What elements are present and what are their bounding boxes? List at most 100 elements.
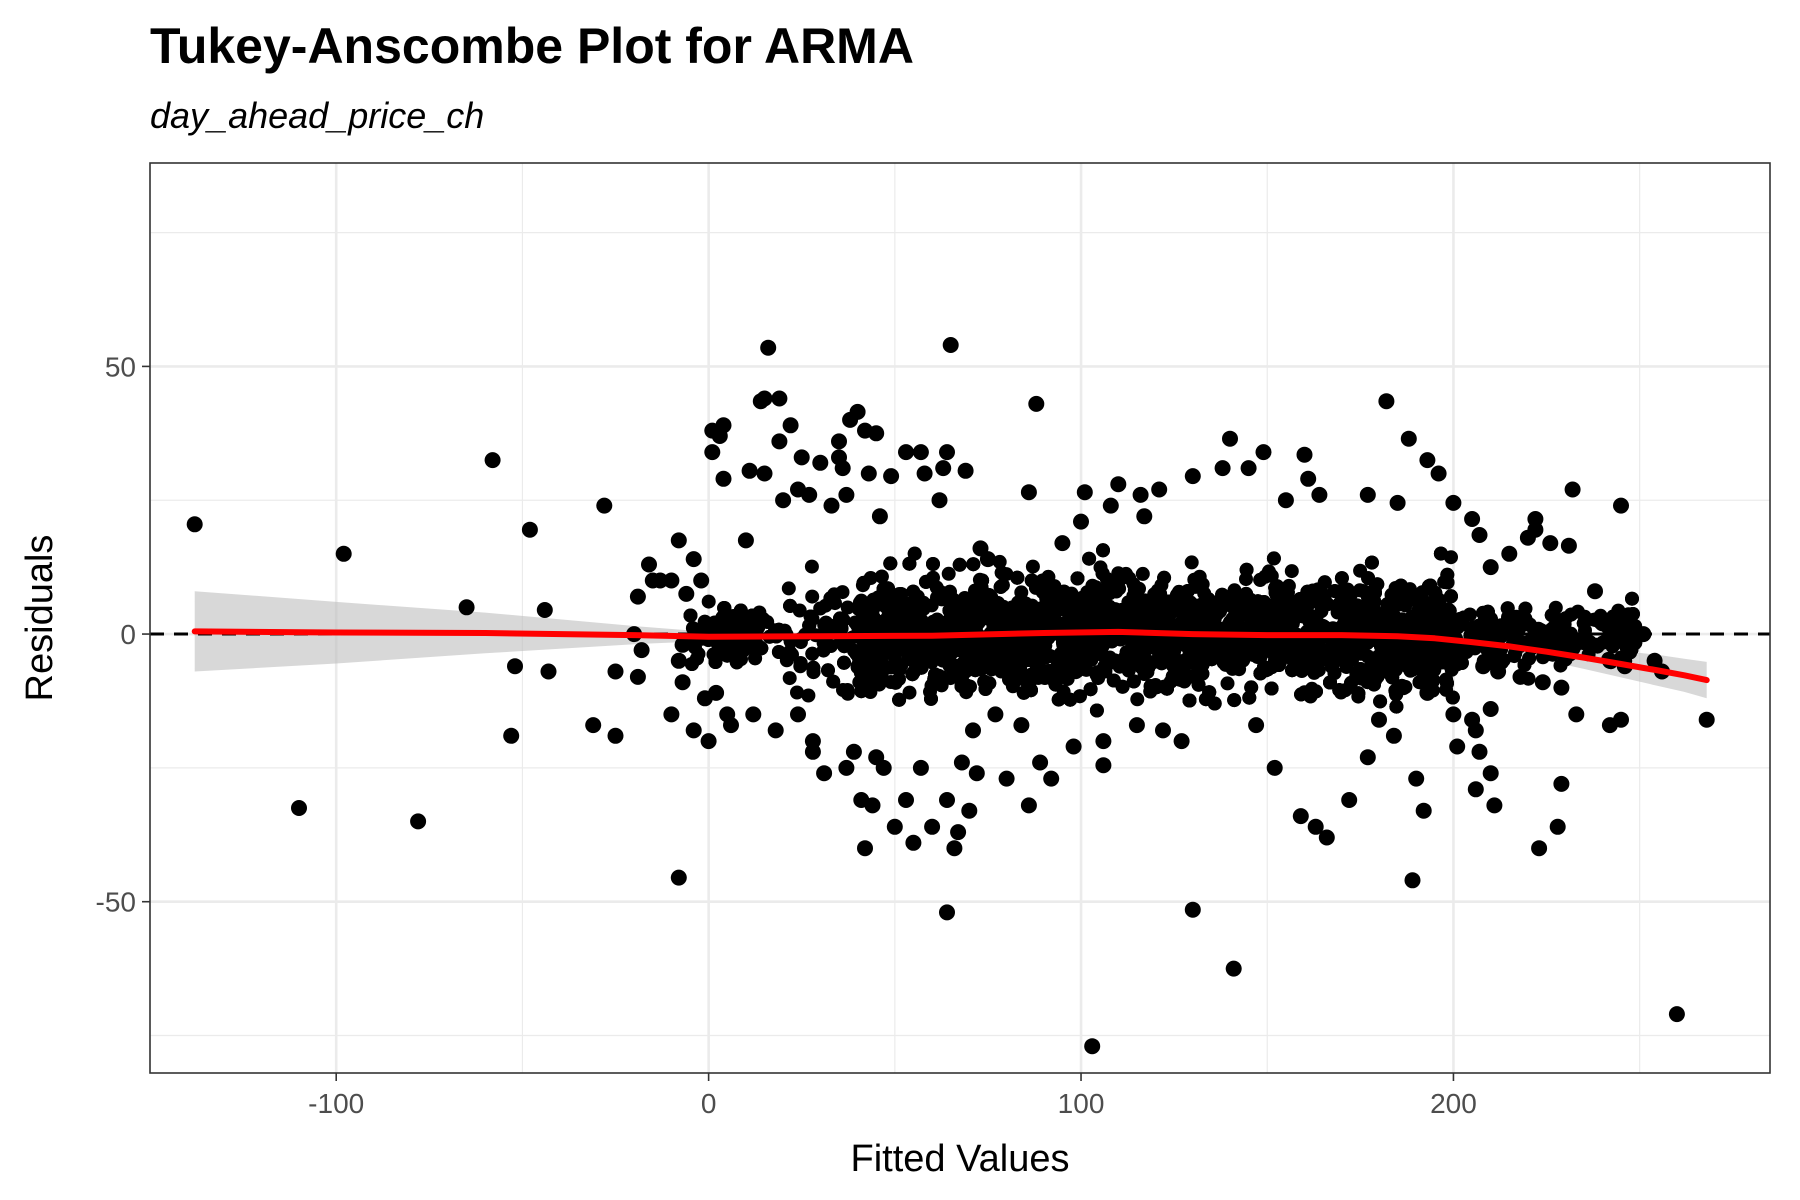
scatter-point [1004, 617, 1019, 632]
scatter-point [1149, 680, 1164, 695]
scatter-point [741, 462, 758, 479]
scatter-point [1082, 551, 1097, 566]
scatter-point [898, 792, 914, 808]
scatter-point [1277, 492, 1294, 509]
scatter-point [1605, 610, 1622, 626]
y-tick-label: 0 [120, 619, 136, 650]
scatter-point [1126, 674, 1141, 689]
scatter-point [1361, 571, 1376, 586]
scatter-point [1174, 657, 1189, 672]
scatter-point [1069, 592, 1084, 607]
chart-subtitle: day_ahead_price_ch [150, 95, 484, 136]
scatter-point [1235, 636, 1250, 651]
scatter-point [1440, 567, 1455, 582]
scatter-point [1560, 537, 1577, 554]
confidence-band [194, 591, 1707, 699]
scatter-point [1400, 430, 1417, 447]
scatter-point [806, 660, 821, 675]
scatter-point [1433, 546, 1448, 561]
scatter-point [822, 638, 837, 653]
scatter-point [875, 639, 890, 654]
scatter-point [1467, 781, 1484, 798]
scatter-point [1126, 577, 1141, 592]
scatter-point [674, 636, 691, 653]
scatter-point [866, 592, 881, 607]
scatter-point [728, 619, 743, 634]
scatter-point [1048, 588, 1063, 602]
scatter-point [1534, 674, 1551, 691]
scatter-point [1360, 649, 1375, 664]
scatter-point [1028, 395, 1045, 412]
scatter-point [993, 579, 1008, 594]
x-axis: -100 0 100 200 [308, 1073, 1477, 1119]
scatter-point [1151, 481, 1168, 498]
scatter-point [1021, 633, 1036, 647]
scatter-point [888, 606, 903, 621]
scatter-point [834, 460, 851, 477]
scatter-point [1351, 686, 1366, 701]
scatter-point [1410, 622, 1425, 637]
scatter-point [906, 584, 921, 599]
scatter-point [804, 733, 821, 750]
scatter-point [596, 497, 613, 514]
scatter-point [1047, 674, 1062, 689]
scatter-point [1453, 653, 1468, 668]
scatter-point [1073, 513, 1089, 530]
scatter-point [1014, 585, 1029, 600]
scatter-point [715, 417, 732, 434]
scatter-point [1327, 584, 1342, 599]
scatter-point [1393, 578, 1408, 593]
scatter-point [1172, 585, 1187, 600]
scatter-point [1083, 682, 1098, 697]
scatter-point [1173, 672, 1188, 687]
scatter-point [685, 722, 702, 739]
scatter-point [1025, 559, 1040, 574]
scatter-point [1184, 901, 1201, 918]
scatter-point [912, 759, 929, 776]
scatter-point [1151, 641, 1165, 656]
scatter-point [781, 581, 796, 596]
scatter-point [926, 557, 940, 571]
scatter-point [1024, 573, 1039, 588]
scatter-point [410, 813, 427, 830]
scatter-point [670, 869, 687, 886]
scatter-point [1455, 617, 1470, 632]
scatter-point [888, 675, 903, 690]
scatter-point [1314, 593, 1329, 607]
scatter-point [1005, 658, 1020, 673]
scatter-point [953, 596, 968, 611]
y-axis-title: Residuals [19, 535, 61, 702]
scatter-point [1625, 591, 1639, 606]
scatter-point [1070, 663, 1085, 678]
scatter-point [1204, 634, 1219, 648]
scatter-point [946, 840, 963, 857]
scatter-point [1360, 635, 1375, 650]
scatter-point [1309, 684, 1323, 699]
scatter-point [737, 532, 754, 549]
scatter-point [1013, 717, 1030, 734]
scatter-point [1128, 717, 1145, 734]
scatter-point [1323, 641, 1338, 656]
scatter-point [663, 706, 680, 723]
scatter-point [1482, 765, 1499, 782]
scatter-point [868, 749, 885, 766]
scatter-point [1096, 543, 1110, 558]
scatter-point [819, 615, 833, 630]
scatter-point [1475, 658, 1492, 675]
scatter-point [1347, 621, 1362, 636]
scatter-point [1033, 650, 1048, 665]
scatter-point [1371, 711, 1387, 728]
x-axis-title: Fitted Values [851, 1138, 1070, 1180]
scatter-point [1412, 675, 1427, 690]
scatter-point [1155, 722, 1171, 739]
scatter-point [1119, 645, 1134, 660]
scatter-point [1668, 1006, 1685, 1023]
scatter-point [977, 674, 992, 689]
scatter-point [805, 646, 820, 661]
scatter-point [1010, 570, 1025, 585]
scatter-point [1225, 643, 1240, 658]
plot-panel [149, 162, 1771, 1074]
scatter-point [1153, 607, 1168, 622]
scatter-point [1095, 648, 1110, 663]
scatter-point [458, 599, 475, 616]
